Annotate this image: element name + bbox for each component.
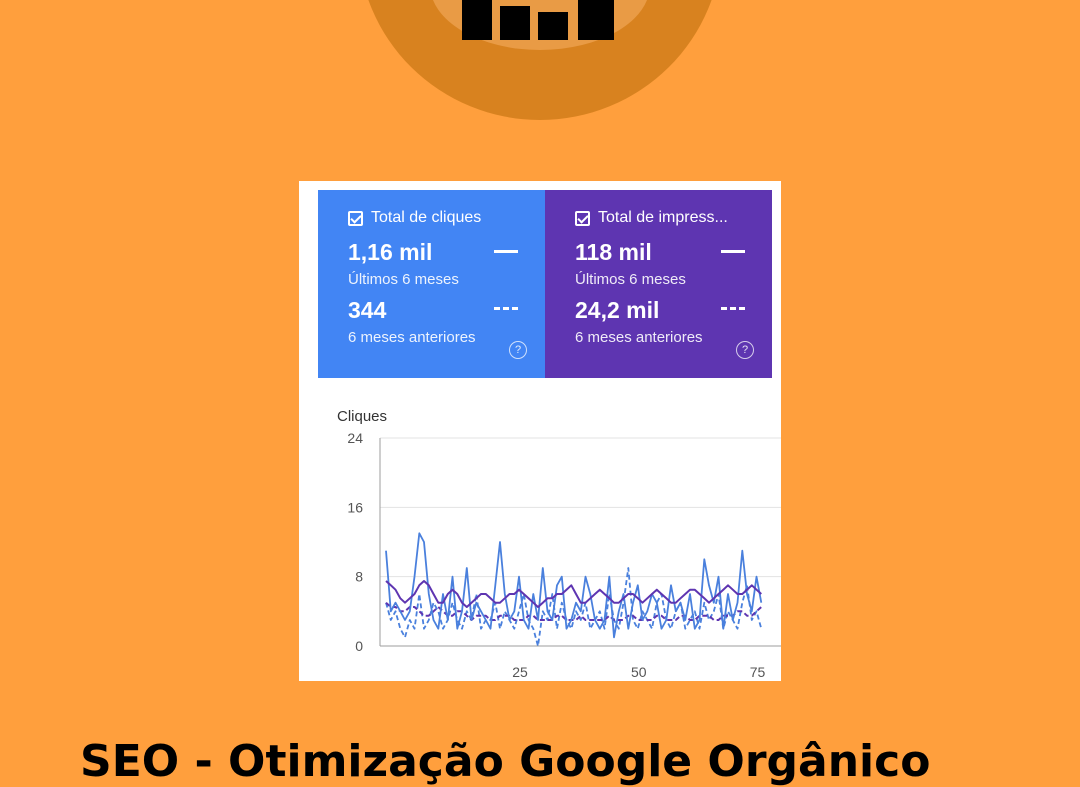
x-tick-label: 25 — [512, 664, 528, 680]
help-icon[interactable]: ? — [509, 341, 527, 359]
checkbox-checked-icon[interactable] — [348, 210, 363, 226]
bar-chart-logo-icon — [462, 0, 622, 42]
page-caption: SEO - Otimização Google Orgânico — [80, 736, 931, 787]
y-tick-label: 16 — [347, 499, 363, 515]
y-tick-label: 8 — [355, 569, 363, 585]
metric-current-period: Últimos 6 meses — [348, 271, 459, 288]
x-tick-label: 75 — [750, 664, 766, 680]
metric-current-value: 118 mil — [575, 239, 652, 265]
search-console-card: Total de cliques 1,16 mil Últimos 6 mese… — [299, 181, 781, 681]
metric-current-period: Últimos 6 meses — [575, 271, 686, 288]
checkbox-checked-icon[interactable] — [575, 210, 590, 226]
series-line-impressions-previous — [385, 601, 762, 621]
clicks-line-chart: 24 16 8 0 25 50 75 — [347, 430, 781, 680]
dashed-line-legend-icon — [494, 307, 518, 310]
dashed-line-legend-icon — [721, 307, 745, 310]
metric-previous-value: 344 — [348, 297, 387, 323]
x-tick-label: 50 — [631, 664, 647, 680]
metric-previous-value: 24,2 mil — [575, 297, 660, 323]
metric-previous-period: 6 meses anteriores — [575, 329, 703, 346]
metric-total-impressions[interactable]: Total de impress... 118 mil Últimos 6 me… — [545, 190, 772, 378]
series-line-clicks-current — [385, 532, 763, 639]
y-tick-label: 0 — [355, 638, 363, 654]
series-line-impressions-current — [385, 580, 762, 608]
y-tick-label: 24 — [347, 430, 363, 446]
metric-current-value: 1,16 mil — [348, 239, 433, 265]
help-icon[interactable]: ? — [736, 341, 754, 359]
metric-total-clicks[interactable]: Total de cliques 1,16 mil Últimos 6 mese… — [318, 190, 545, 378]
metric-label: Total de cliques — [371, 209, 482, 226]
chart-y-label: Cliques — [337, 408, 388, 425]
metric-label: Total de impress... — [598, 209, 728, 226]
solid-line-legend-icon — [721, 250, 745, 253]
series-line-clicks-previous — [385, 567, 763, 647]
metric-previous-period: 6 meses anteriores — [348, 329, 476, 346]
solid-line-legend-icon — [494, 250, 518, 253]
